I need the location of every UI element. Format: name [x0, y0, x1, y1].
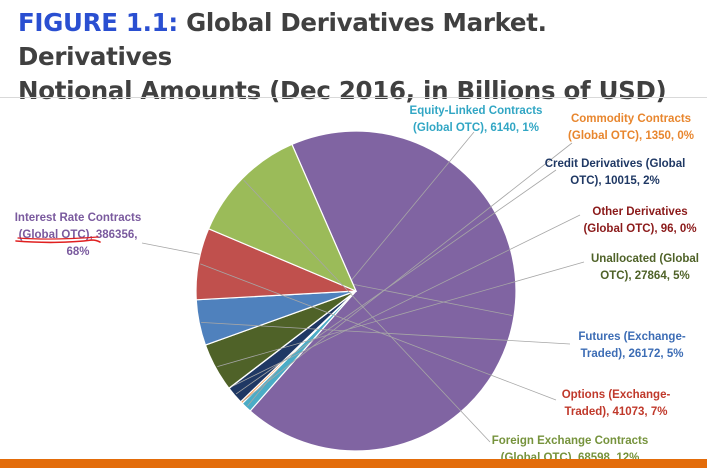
title-line-1: Global Derivatives Market. Derivatives [18, 8, 547, 71]
leader-line-futures-exchange-traded [201, 322, 571, 345]
data-label-commodity-contracts-global-otc: Commodity Contracts (Global OTC), 1350, 0… [568, 113, 694, 142]
data-label-options-exchange-traded: Options (Exchange-Traded), 41073, 7% [562, 389, 671, 418]
bottom-accent-bar [0, 459, 707, 468]
leader-line-unallocated-global-otc [217, 261, 585, 367]
data-label-equity-linked-contracts-global-otc: Equity-Linked Contracts (Global OTC), 614… [410, 105, 543, 134]
red-underline-annotation-stroke-2 [17, 236, 99, 240]
figure-number: FIGURE 1.1: [18, 8, 178, 37]
red-underline-annotation [15, 239, 101, 244]
leader-line-other-derivatives-global-otc [230, 214, 581, 388]
data-label-credit-derivatives-global-otc: Credit Derivatives (Global OTC), 10015, 2… [545, 158, 686, 187]
figure-title: FIGURE 1.1: Global Derivatives Market. D… [18, 6, 698, 108]
data-label-futures-exchange-traded: Futures (Exchange-Traded), 26172, 5% [578, 331, 686, 360]
data-label-interest-rate-contracts-global-otc: Interest Rate Contracts (Global OTC), 386… [15, 212, 142, 258]
chart-frame [0, 97, 707, 460]
pie-slice-foreign-exchange-contracts-global-otc [207, 143, 358, 293]
leader-line-commodity-contracts-global-otc [242, 142, 573, 402]
title-line-2: Notional Amounts (Dec 2016, in Billions … [18, 76, 667, 105]
leader-line-options-exchange-traded [200, 263, 557, 401]
data-label-other-derivatives-global-otc: Other Derivatives (Global OTC), 96, 0% [583, 206, 696, 235]
leader-line-foreign-exchange-contracts-global-otc [243, 179, 491, 443]
data-label-unallocated-global-otc: Unallocated (Global OTC), 27864, 5% [591, 253, 699, 282]
leader-line-credit-derivatives-global-otc [235, 169, 557, 395]
